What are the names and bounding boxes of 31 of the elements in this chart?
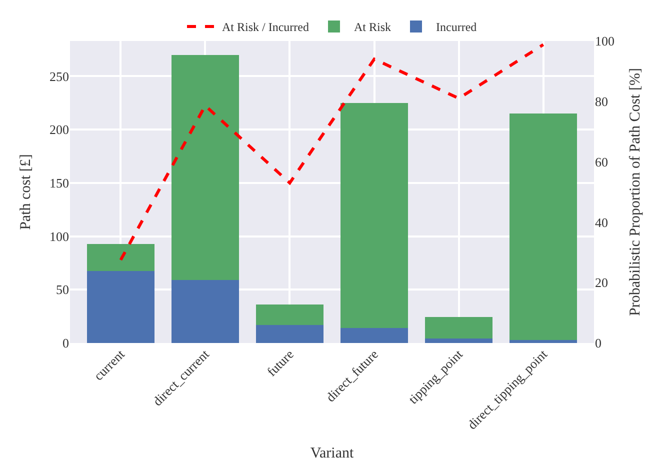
bar (86, 270, 155, 343)
legend-label: Incurred (436, 20, 477, 34)
y2-tick-label: 40 (595, 214, 608, 230)
y-tick-label: 100 (50, 228, 69, 244)
y2-tick-label: 100 (595, 34, 614, 49)
bar (256, 324, 324, 343)
y2-axis-title: Probabilistic Proportion of Path Cost [%] (628, 68, 644, 316)
bar (424, 316, 493, 339)
bar (509, 114, 578, 340)
bar (256, 304, 324, 325)
y2-tick-label: 60 (595, 154, 608, 170)
legend-label: At Risk / Incurred (222, 20, 309, 34)
y-tick-label: 200 (50, 122, 69, 138)
y-tick-label: 50 (56, 282, 69, 298)
y2-tick-label: 0 (595, 336, 602, 351)
bar (171, 280, 240, 343)
y-tick-label: 150 (50, 175, 69, 190)
y2-tick-label: 80 (595, 94, 608, 109)
y-tick-label: 0 (62, 336, 69, 351)
legend-label: At Risk (354, 20, 391, 34)
y-tick-label: 250 (50, 68, 69, 84)
bar (171, 54, 240, 280)
bar (509, 340, 578, 343)
bar (340, 328, 408, 343)
x-axis-title: Variant (310, 445, 354, 462)
bar (424, 338, 493, 343)
y-axis-title: Path cost [£] (18, 154, 34, 230)
bar (340, 102, 408, 328)
bar (86, 244, 155, 271)
line-series (119, 43, 545, 262)
y2-tick-label: 20 (595, 275, 608, 290)
